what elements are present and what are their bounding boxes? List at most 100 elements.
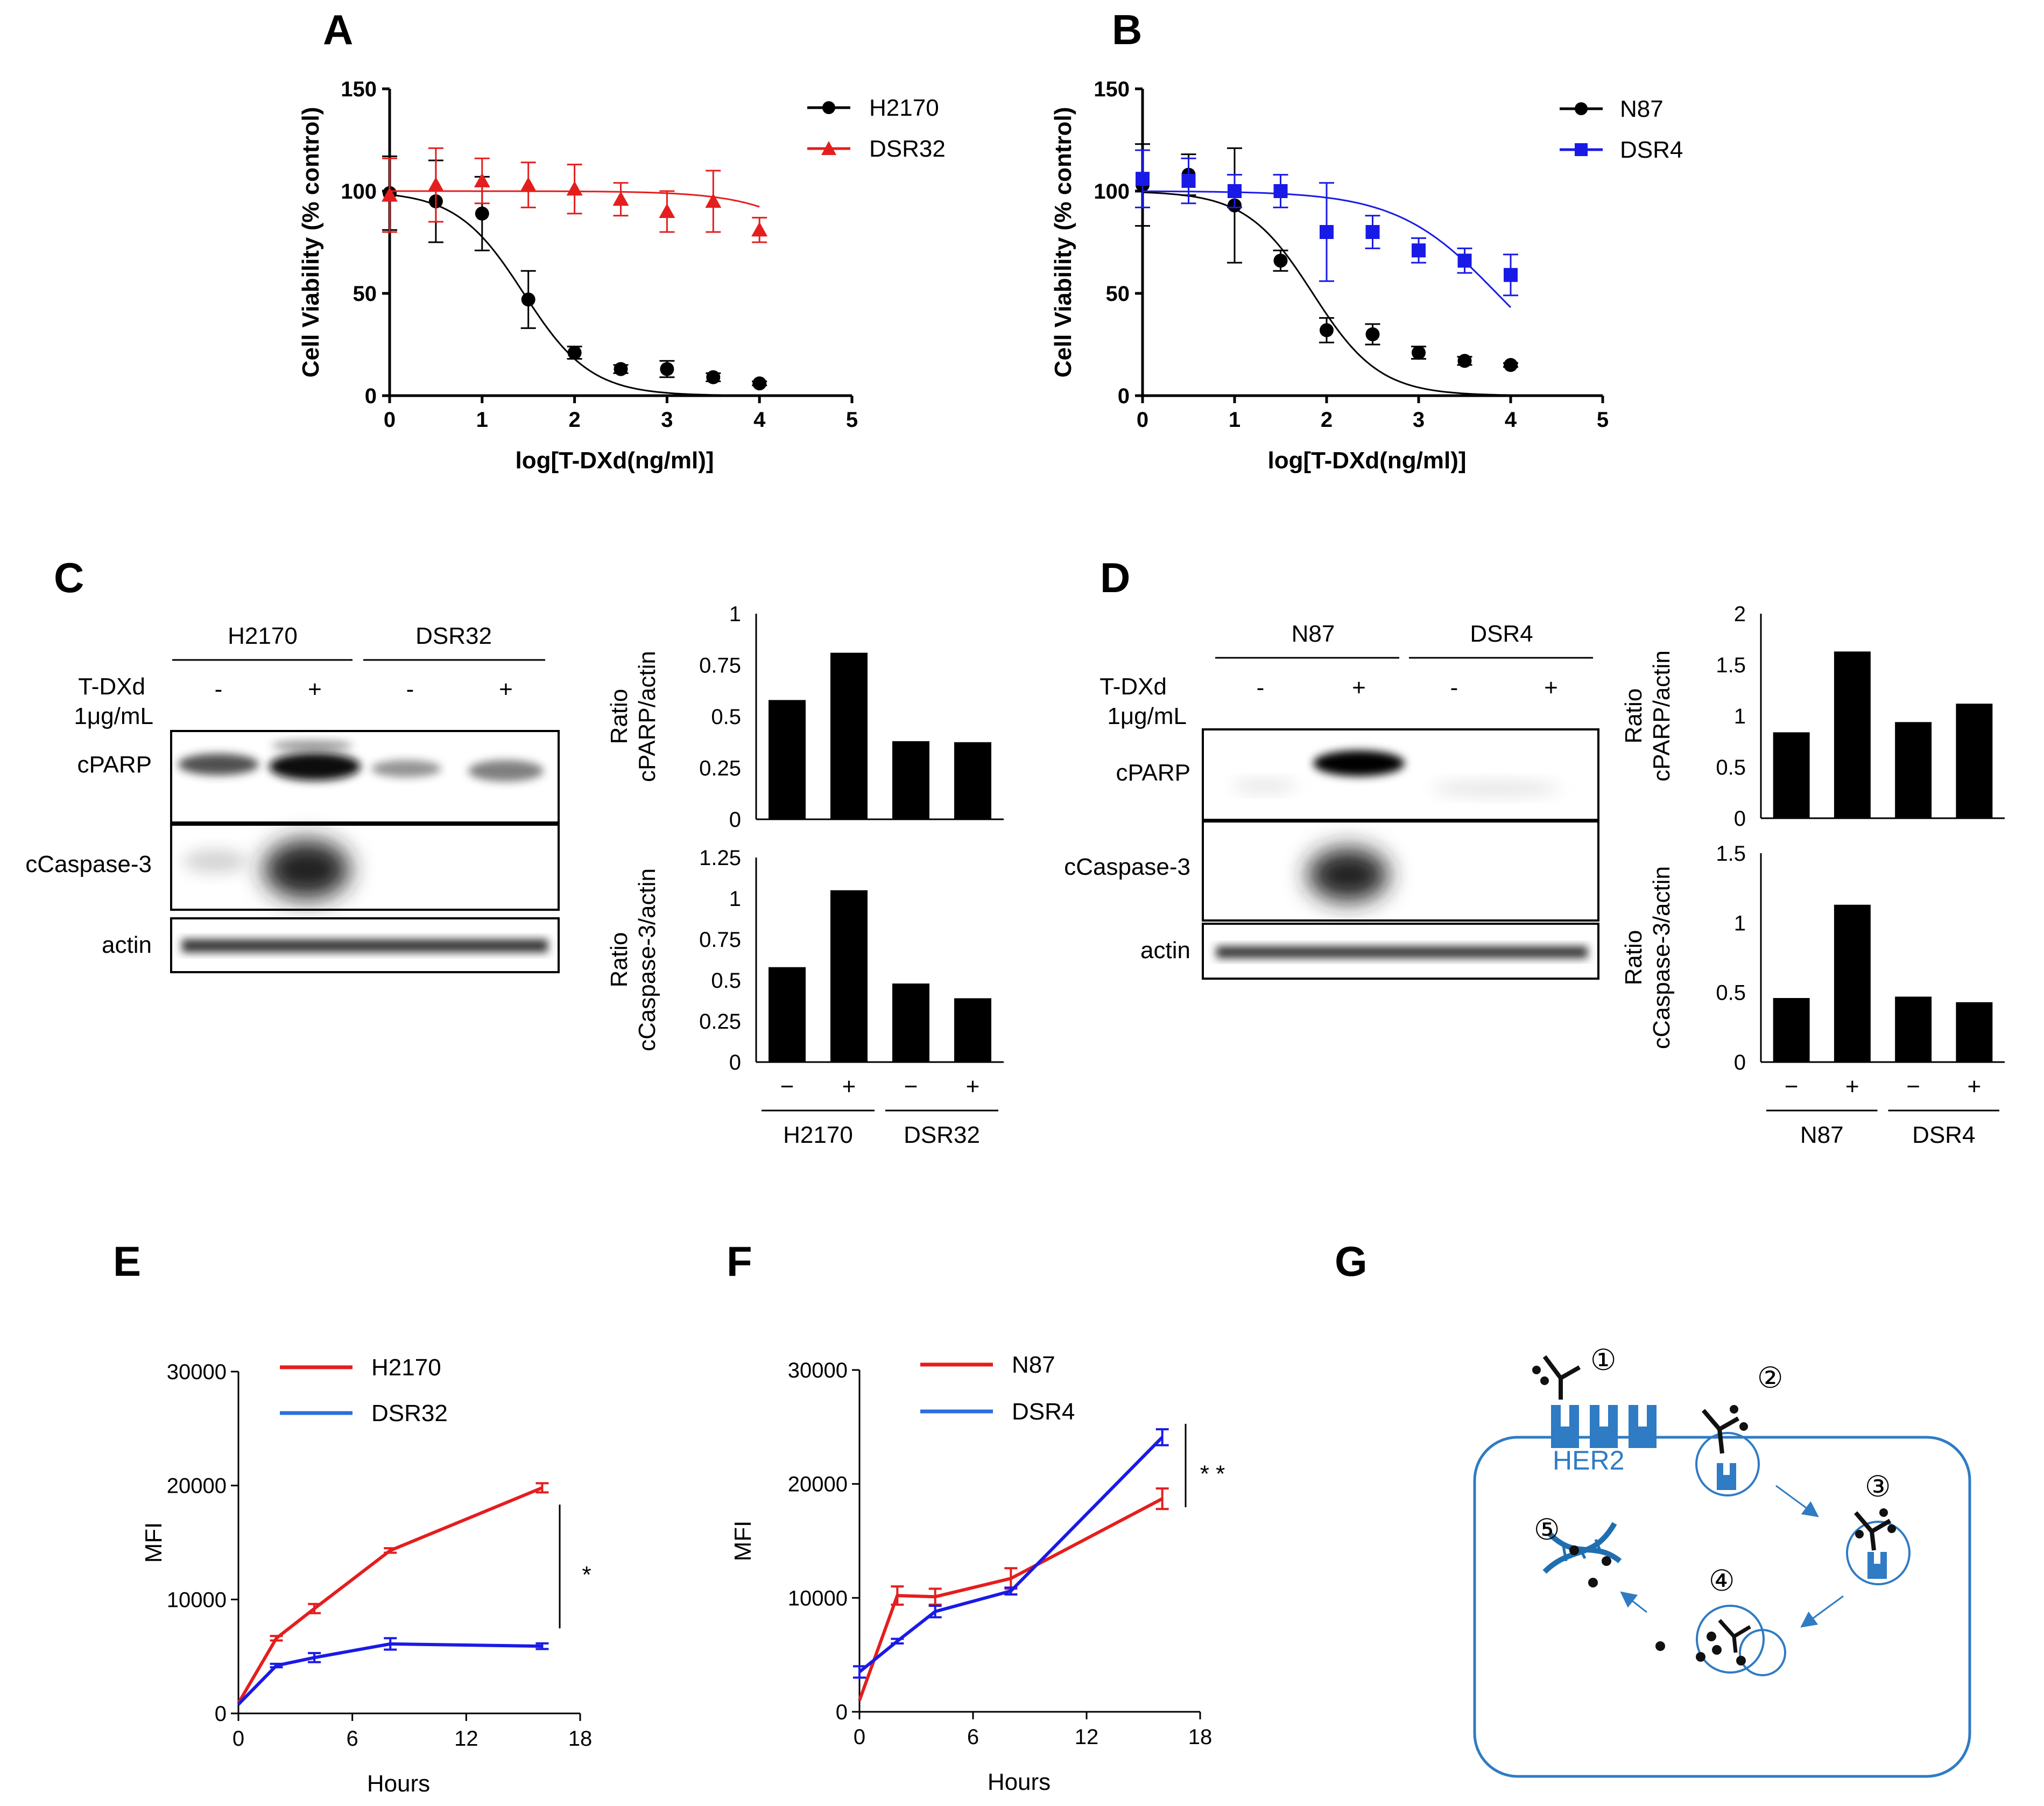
c-row-ccaspase: cCaspase-3: [25, 851, 152, 877]
data-point-DSR32: [566, 181, 583, 196]
y-tick-label: 20000: [788, 1473, 848, 1496]
blot-d: N87 DSR4 T-DXd 1μg/mL - + - + cPARP cCas…: [1064, 621, 1599, 980]
data-point-DSR4: [1181, 174, 1196, 188]
data-point-H2170: [752, 376, 767, 391]
x-tick-label: 1: [476, 408, 488, 432]
data-point-N87: [1273, 254, 1288, 268]
bar-ylabel: RatiocPARP/actin: [1620, 650, 1675, 782]
y-tick-label: 0: [836, 1700, 848, 1724]
endosome-3: [1846, 1521, 1911, 1585]
y-tick-label: 0.75: [699, 928, 741, 952]
f-legend: N87 DSR4: [920, 1352, 1075, 1425]
y-tick-label: 30000: [788, 1359, 848, 1382]
x-axis-title: Hours: [367, 1770, 430, 1797]
d-blot-ccaspase: [1202, 820, 1599, 922]
y-axis-title: MFI: [730, 1521, 756, 1562]
y-tick-label: 10000: [788, 1586, 848, 1610]
data-point-H2170: [614, 362, 628, 376]
b-xlabel: log[T-DXd(ng/ml)]: [1267, 447, 1466, 474]
x-tick-label: 4: [753, 408, 766, 432]
panel-label-g: G: [1335, 1238, 1368, 1285]
her2-receptors: [1551, 1405, 1657, 1448]
y-tick-label: 1.25: [699, 846, 741, 870]
bar: [954, 998, 991, 1062]
y-tick-label: 100: [1094, 180, 1130, 203]
fit-curve-H2170: [389, 194, 760, 397]
d-sign-2: +: [1352, 674, 1366, 701]
blot-c: H2170 DSR32 T-DXd 1μg/mL - + - + cPARP c…: [25, 623, 560, 973]
data-point-DSR4: [1320, 225, 1334, 239]
antibody-drug-conjugate-icon: [1542, 1355, 1581, 1400]
e-legend-dsr32: DSR32: [371, 1400, 448, 1426]
y-tick-label: 150: [1094, 78, 1130, 101]
a-legend: H2170 DSR32: [807, 95, 946, 162]
y-tick-label: 0: [1734, 1051, 1746, 1074]
dna-icon: [1542, 1522, 1622, 1574]
panel-label-b: B: [1112, 6, 1142, 53]
bar-group-label: H2170: [783, 1122, 853, 1148]
panel-b-dose-response: Cell Viability (% control) log[T-DXd(ng/…: [1050, 96, 1683, 474]
d-row-ccaspase: cCaspase-3: [1064, 854, 1190, 880]
line-chart-F: 0 10000 20000 30000 0 6 12 18 Hours MFI * *: [730, 1359, 1225, 1795]
panel-label-e: E: [113, 1238, 141, 1285]
d-treatment-dose: 1μg/mL: [1107, 703, 1187, 729]
c-treatment-label: T-DXd: [78, 673, 145, 700]
step-5-icon: ⑤: [1534, 1514, 1560, 1546]
bar-category-label: +: [1968, 1073, 1982, 1100]
y-tick-label: 0: [729, 808, 741, 832]
data-point-DSR32: [474, 173, 490, 187]
bar: [1956, 1002, 1993, 1062]
bar-ylabel-line: Ratio: [1620, 930, 1647, 986]
bar-category-label: +: [842, 1073, 856, 1100]
bar-ylabel-line: Ratio: [606, 932, 632, 988]
x-tick-label: 0: [854, 1725, 865, 1749]
x-tick-label: 12: [454, 1727, 478, 1751]
data-point-DSR4: [1136, 172, 1150, 186]
x-tick-label: 3: [1413, 408, 1425, 432]
series-line-H2170: [237, 1486, 543, 1704]
data-point-DSR4: [1365, 225, 1380, 239]
lysosome-4: [1696, 1605, 1765, 1674]
d-group-n87: N87: [1292, 621, 1335, 647]
x-tick-label: 2: [568, 408, 580, 432]
y-tick-label: 2: [1734, 602, 1746, 626]
c-sign-3: -: [406, 676, 414, 702]
x-tick-label: 18: [1188, 1725, 1213, 1749]
c-group-h2170: H2170: [228, 623, 298, 649]
data-point-DSR4: [1228, 184, 1242, 198]
y-tick-label: 150: [341, 78, 377, 101]
bar: [1834, 904, 1871, 1062]
data-point-DSR4: [1273, 184, 1288, 198]
data-point-DSR32: [382, 187, 398, 202]
x-tick-label: 0: [232, 1727, 244, 1751]
data-point-DSR32: [427, 177, 444, 192]
bar-chart-D-cparp: 0 0.5 1 1.5 2 RatiocPARP/actin: [1620, 602, 2005, 831]
d-sign-4: +: [1544, 674, 1558, 701]
dose-chart-B: 0 50 100 150 0 1 2 3 4 5: [1094, 78, 1609, 432]
panel-label-d: D: [1100, 554, 1130, 601]
e-legend-h2170: H2170: [371, 1354, 441, 1381]
x-tick-label: 4: [1505, 408, 1517, 432]
c-sign-1: -: [215, 676, 223, 702]
d-row-cparp: cPARP: [1116, 760, 1190, 786]
d-group-dsr4: DSR4: [1470, 621, 1533, 647]
y-tick-label: 0: [1734, 807, 1746, 831]
bar: [769, 967, 806, 1062]
bar-category-label: +: [966, 1073, 980, 1100]
c-row-cparp: cPARP: [77, 751, 152, 778]
her2-label: HER2: [1553, 1445, 1624, 1475]
x-tick-label: 2: [1321, 408, 1333, 432]
bar-category-label: −: [1785, 1073, 1799, 1100]
x-tick-label: 0: [384, 408, 396, 432]
x-tick-label: 1: [1229, 408, 1241, 432]
y-tick-label: 20000: [167, 1474, 227, 1498]
y-tick-label: 0.25: [699, 1010, 741, 1034]
data-point-DSR4: [1457, 254, 1472, 268]
bar-ylabel-line: cCaspase-3/actin: [1648, 866, 1675, 1049]
bar-category-label: +: [1845, 1073, 1859, 1100]
y-tick-label: 0.5: [1716, 981, 1746, 1005]
panel-g-mechanism-diagram: HER2 ① ② ③ ④: [1473, 1344, 1971, 1778]
bar: [1834, 651, 1871, 818]
step-2-icon: ②: [1757, 1362, 1783, 1394]
